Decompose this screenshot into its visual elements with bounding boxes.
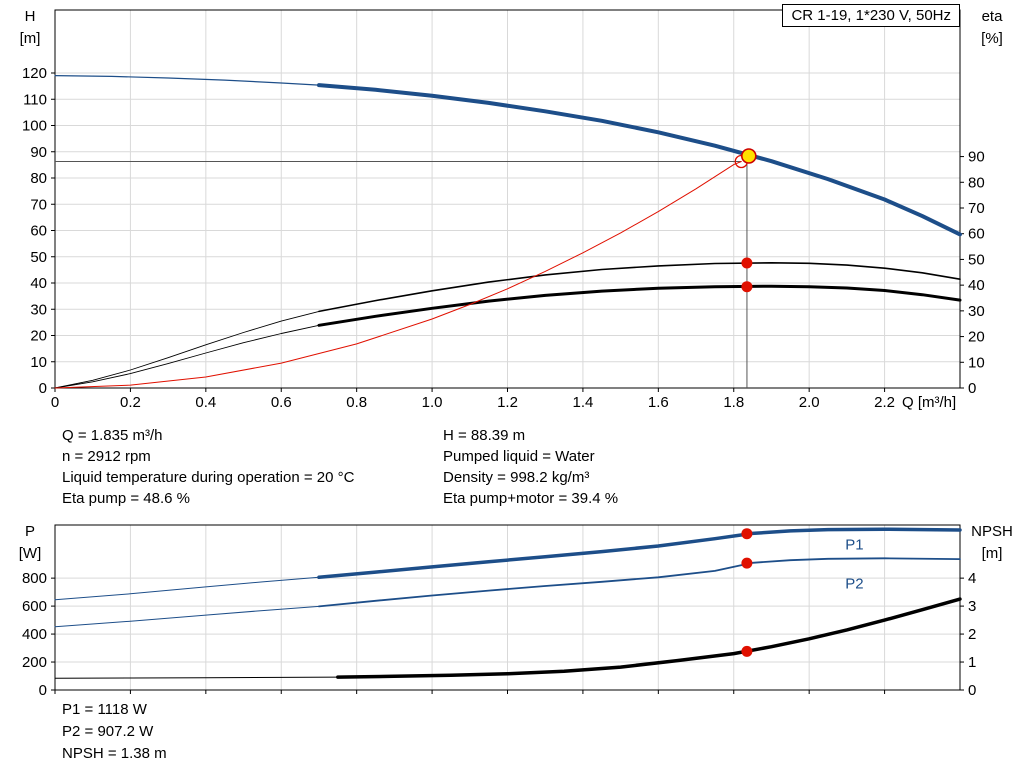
x-tick-label: 2.2 (874, 394, 895, 411)
y-right-tick-label: 30 (968, 303, 985, 320)
y-left-tick-label: 30 (30, 301, 47, 318)
y-left-tick-label: 70 (30, 196, 47, 213)
flow-value: Q = 1.835 m³/h (62, 427, 163, 444)
head-value: H = 88.39 m (443, 427, 526, 444)
y-left-tick-label: 20 (30, 328, 47, 345)
y-left-tick-label: 90 (30, 144, 47, 161)
y-left-tick-label: 50 (30, 249, 47, 266)
value-dot-marker (741, 645, 753, 657)
eta-pump-motor-curve (317, 284, 962, 327)
y-left-tick-label: 0 (39, 380, 47, 397)
y-right-axis-unit: [m] (982, 545, 1003, 562)
head-curve-thin (54, 74, 320, 86)
y-right-tick-label: 2 (968, 626, 976, 643)
eta-pump-motor-value: Eta pump+motor = 39.4 % (443, 490, 619, 507)
y-right-axis-unit: [%] (981, 30, 1003, 47)
y-left-tick-label: 400 (22, 626, 47, 643)
y-left-axis-unit: [W] (19, 545, 42, 562)
y-right-tick-label: 70 (968, 200, 985, 217)
y-left-tick-label: 110 (23, 91, 47, 108)
y-right-tick-label: 3 (968, 598, 976, 615)
y-left-tick-label: 80 (30, 170, 47, 187)
operating-data-left-column: Q = 1.835 m³/h n = 2912 rpm Liquid tempe… (62, 425, 962, 509)
pumped-liquid-value: Pumped liquid = Water (443, 448, 595, 465)
x-tick-label: 2.0 (799, 394, 820, 411)
y-right-tick-label: 1 (968, 654, 976, 671)
npsh-curve (336, 597, 962, 679)
power-data-block: P1 = 1118 W P2 = 907.2 W NPSH = 1.38 m (62, 699, 167, 765)
p1-value: P1 = 1118 W (62, 701, 147, 718)
eta-pump-value: Eta pump = 48.6 % (62, 490, 190, 507)
x-tick-label: 0.6 (271, 394, 292, 411)
liquid-temp-value: Liquid temperature during operation = 20… (62, 469, 355, 486)
npsh-curve-thin (54, 676, 339, 679)
y-left-tick-label: 10 (30, 354, 47, 371)
y-right-tick-label: 0 (968, 682, 976, 699)
value-dot-marker (741, 528, 753, 540)
p2-curve-thin (54, 605, 320, 628)
y-right-tick-label: 20 (968, 329, 985, 346)
y-left-tick-label: 600 (22, 598, 47, 615)
p1-curve (317, 527, 962, 580)
y-left-tick-label: 100 (22, 118, 47, 135)
x-tick-label: 1.8 (723, 394, 744, 411)
npsh-value: NPSH = 1.38 m (62, 745, 167, 762)
hq-eta-chart: 0 0.2 0.4 0.6 0.8 1.0 1.2 1.4 1.6 1.8 2.0 2.2 0 10 20 3… (20, 8, 1004, 411)
y-left-axis-label: H (25, 8, 36, 25)
y-left-axis-unit: [m] (20, 30, 41, 47)
y-left-tick-label: 60 (30, 223, 47, 240)
eta-pump-motor-curve-thin (54, 324, 320, 389)
operating-data-right-column: H = 88.39 m Pumped liquid = Water Densit… (443, 425, 893, 509)
value-dot-marker (741, 281, 753, 293)
duty-point-marker (740, 148, 757, 164)
value-dot-marker (741, 257, 753, 269)
x-tick-label: 0.8 (346, 394, 367, 411)
y-left-tick-label: 200 (22, 654, 47, 671)
pump-title-box: CR 1-19, 1*230 V, 50Hz (782, 4, 960, 27)
x-tick-label: 1.6 (648, 394, 669, 411)
head-curve (317, 83, 962, 237)
y-right-tick-label: 0 (968, 380, 976, 397)
x-axis-label: Q [m³/h] (902, 394, 956, 411)
x-tick-label: 0 (51, 394, 59, 411)
y-right-tick-label: 10 (968, 354, 985, 371)
y-right-tick-label: 80 (968, 174, 985, 191)
density-value: Density = 998.2 kg/m³ (443, 469, 590, 486)
y-right-tick-label: 4 (968, 570, 976, 587)
y-right-tick-label: 50 (968, 251, 985, 268)
p2-curve (318, 557, 961, 608)
y-right-tick-label: 90 (968, 149, 985, 166)
x-tick-label: 1.2 (497, 394, 518, 411)
operating-data-block: Q = 1.835 m³/h n = 2912 rpm Liquid tempe… (62, 425, 962, 509)
y-left-axis-label: P (25, 523, 35, 540)
y-left-tick-label: 120 (22, 65, 47, 82)
y-left-tick-label: 0 (39, 682, 47, 699)
series-label-p2: P2 (845, 576, 863, 593)
system-curve (54, 161, 742, 389)
y-left-tick-label: 800 (22, 570, 47, 587)
x-tick-label: 1.0 (422, 394, 443, 411)
y-right-axis-label: eta (982, 8, 1004, 25)
y-right-tick-label: 40 (968, 277, 985, 294)
p2-value: P2 = 907.2 W (62, 723, 154, 740)
eta-pump-curve-thin (54, 310, 320, 389)
y-right-axis-label: NPSH (971, 523, 1013, 540)
p1-curve-thin (54, 576, 320, 601)
value-dot-marker (741, 557, 753, 569)
power-npsh-chart: 0 200 400 600 800 0 1 2 3 4 P [W] NPSH [m] P1 P2 (19, 523, 1013, 699)
speed-value: n = 2912 rpm (62, 448, 151, 465)
x-tick-label: 0.2 (120, 394, 141, 411)
series-label-p1: P1 (845, 537, 863, 554)
y-left-tick-label: 40 (30, 275, 47, 292)
x-tick-label: 1.4 (572, 394, 593, 411)
y-right-tick-label: 60 (968, 226, 985, 243)
x-tick-label: 0.4 (195, 394, 216, 411)
eta-pump-curve (318, 261, 961, 313)
